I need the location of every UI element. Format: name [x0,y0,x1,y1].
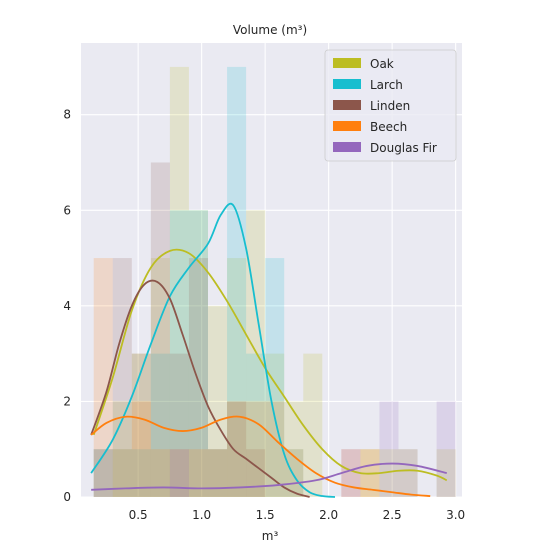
kde-line [90,415,431,497]
histogram-bar [398,449,418,497]
histogram-bar [227,66,247,497]
y-tick-label: 4 [63,299,71,313]
histogram-bar [227,401,247,497]
kde-line [92,248,448,482]
kde-line [90,202,336,498]
y-tick-label: 2 [63,394,71,408]
kde-line [90,279,310,498]
histogram-bar [436,401,456,497]
histogram-bar [169,353,189,497]
x-tick-label: 2.0 [319,508,338,522]
legend: Oak Larch Linden Beech Douglas Fir [324,49,457,162]
histogram-bar [169,449,189,497]
histogram-bar [169,210,189,497]
histogram-bar [246,449,266,497]
legend-label: Oak [370,57,394,71]
x-tick-label: 1.5 [256,508,275,522]
legend-swatch [333,100,361,110]
y-tick-label: 8 [63,108,71,122]
y-tick-label: 0 [63,490,71,504]
histogram-bar [112,449,132,497]
histogram-bar [131,449,151,497]
legend-swatch [333,58,361,68]
histogram-bar [131,401,151,497]
histogram-bar [150,353,170,497]
legend-box [324,49,457,162]
histogram-bar [208,449,228,497]
histogram-bar [93,258,113,497]
histogram-bar [208,449,228,497]
legend-swatch [333,121,361,131]
x-tick-label: 1.0 [192,508,211,522]
histogram-bar [246,353,266,497]
histogram-bar [112,401,132,497]
legend-swatch [333,79,361,89]
x-axis-ticks: 0.5 1.0 1.5 2.0 2.5 3.0 [129,508,466,522]
legend-swatch [333,142,361,152]
legend-label: Douglas Fir [370,141,437,155]
histogram-bar [227,258,247,497]
histogram-bar [208,305,228,497]
histogram-bar [379,401,399,497]
x-tick-label: 0.5 [129,508,148,522]
histogram-bar [379,449,399,497]
histogram-bar [265,401,285,497]
histogram-bar [227,401,247,497]
histogram-bar [246,401,266,497]
kde-line [91,462,447,491]
kde-curves [90,202,448,498]
histogram-bar [284,401,304,497]
histogram-bar [188,258,208,497]
chart-title: Volume (m³) [233,23,307,37]
histogram-bar [112,449,132,497]
histogram-bar [398,449,418,497]
histogram-bar [150,258,170,497]
x-tick-label: 2.5 [383,508,402,522]
y-axis-ticks: 0 2 4 6 8 [63,108,71,504]
histogram-bar [150,162,170,497]
histogram-bar [150,449,170,497]
x-tick-label: 3.0 [446,508,465,522]
histogram-bar [188,210,208,497]
histogram-bar [208,449,228,497]
legend-label: Beech [370,120,407,134]
histogram-bar [131,353,151,497]
x-axis-title: m³ [262,529,279,543]
histogram-bar [131,353,151,497]
histogram-bar [188,210,208,497]
y-tick-label: 6 [63,203,71,217]
histogram-bar [303,353,323,497]
legend-label: Larch [370,78,403,92]
histogram-bar [188,449,208,497]
legend-label: Linden [370,99,410,113]
histogram-bar [169,449,189,497]
